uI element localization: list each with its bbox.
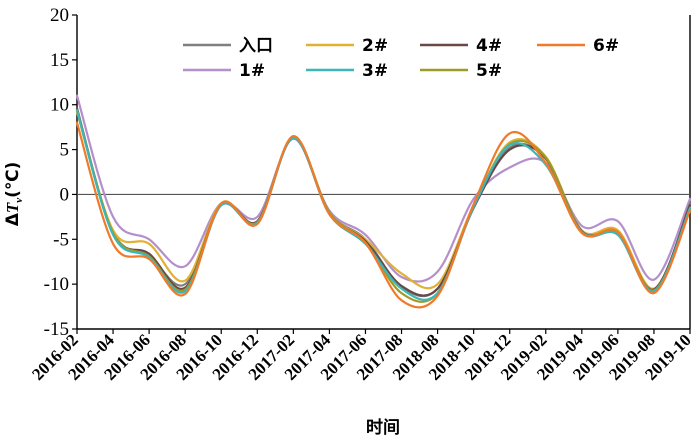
legend-label: 3#: [362, 61, 388, 81]
legend-item: 6#: [537, 36, 619, 56]
y-tick-label: 15: [50, 50, 69, 71]
legend-item: 入口: [183, 36, 273, 56]
y-tick-label: -10: [44, 274, 69, 295]
legend-label: 1#: [239, 61, 265, 81]
x-axis-title: 时间: [366, 417, 400, 438]
y-tick-label: 0: [60, 184, 70, 205]
series-line-6: [75, 121, 692, 309]
legend-label: 入口: [239, 36, 273, 56]
legend-item: 3#: [306, 61, 388, 81]
y-axis-title: ΔTv(℃): [3, 162, 25, 227]
legend-label: 2#: [362, 36, 388, 56]
legend-item: 4#: [420, 36, 502, 56]
legend-item: 5#: [420, 61, 502, 81]
series-line-2: [75, 110, 692, 290]
legend-item: 2#: [306, 36, 388, 56]
legend: 入口 1# 2# 3# 4# 5# 6#: [183, 36, 619, 81]
legend-label: 5#: [476, 61, 502, 81]
y-tick-label: -5: [53, 229, 69, 250]
legend-item: 1#: [183, 61, 265, 81]
legend-label: 6#: [593, 36, 619, 56]
y-tick-label: -15: [44, 319, 69, 340]
y-tick-label: 20: [50, 5, 69, 26]
series-group: [75, 94, 692, 309]
y-tick-label: 10: [50, 95, 69, 116]
series-line-1: [75, 94, 692, 283]
y-tick-label: 5: [60, 140, 70, 161]
legend-label: 4#: [476, 36, 502, 56]
